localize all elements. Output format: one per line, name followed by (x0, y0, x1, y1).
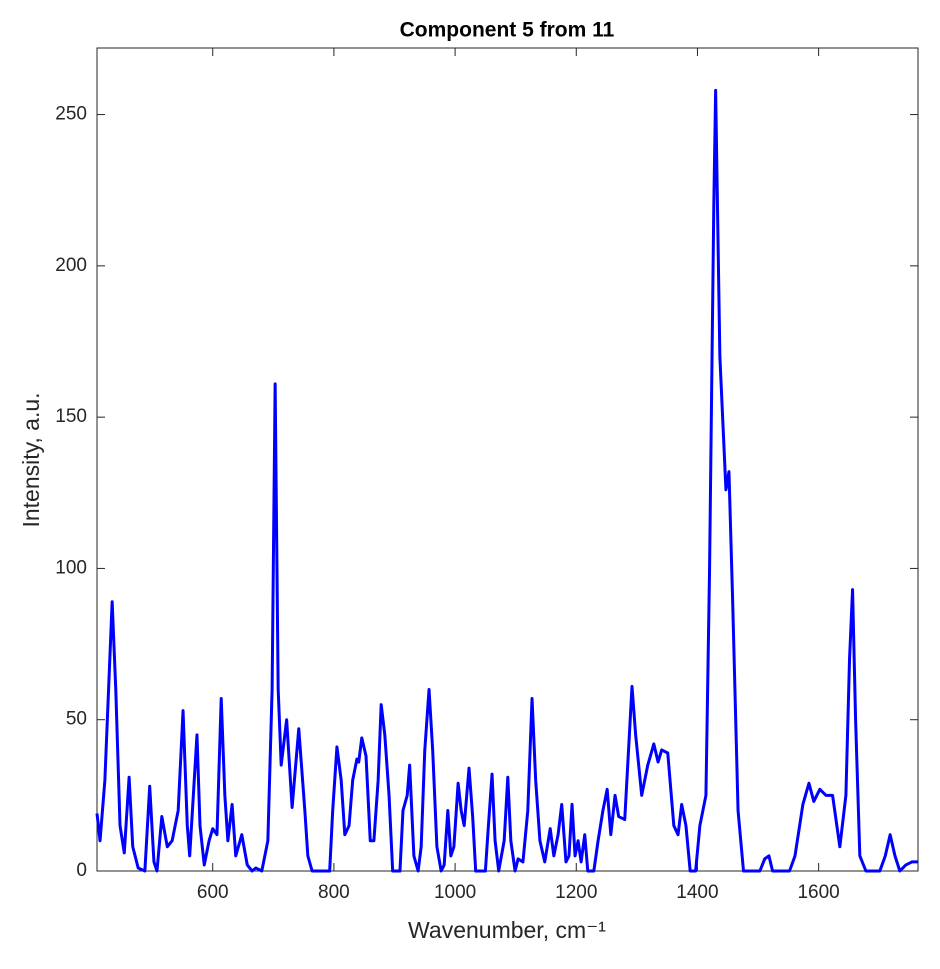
y-tick-label: 50 (66, 709, 87, 730)
y-tick-label: 200 (55, 255, 87, 276)
plot-frame (96, 47, 919, 872)
x-tick-label: 800 (318, 882, 350, 903)
x-tick-label: 1600 (797, 882, 839, 903)
y-tick-label: 250 (55, 104, 87, 125)
data-line (95, 88, 918, 873)
x-tick-label: 1200 (555, 882, 597, 903)
y-tick-label: 0 (76, 860, 87, 881)
x-tick-label: 600 (197, 882, 229, 903)
y-tick-label: 100 (55, 557, 87, 578)
y-axis-label: Intensity, a.u. (18, 392, 44, 527)
x-axis-label: Wavenumber, cm⁻¹ (408, 917, 606, 943)
x-tick-label: 1000 (434, 882, 476, 903)
chart-title: Component 5 from 11 (400, 19, 615, 42)
y-tick-label: 150 (55, 406, 87, 427)
x-tick-label: 1400 (676, 882, 718, 903)
